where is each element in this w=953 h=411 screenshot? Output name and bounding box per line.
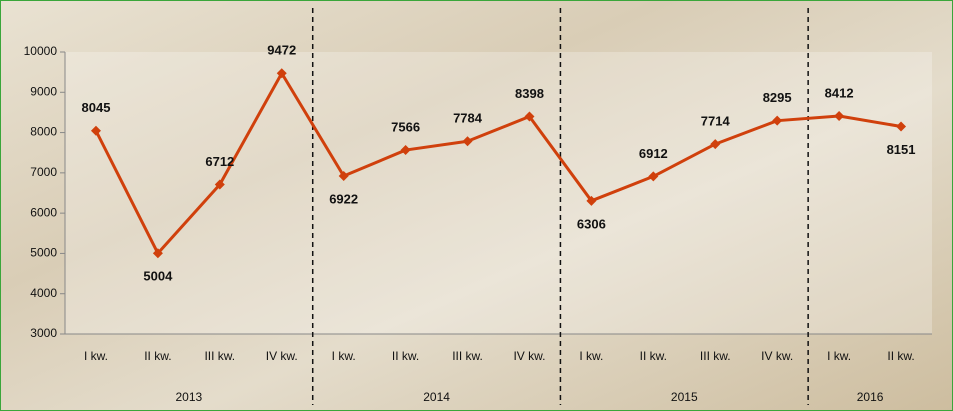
group-label: 2015 — [671, 390, 698, 404]
x-tick-label: IV kw. — [761, 349, 793, 363]
data-label: 9472 — [267, 43, 296, 58]
y-tick-label: 8000 — [30, 125, 57, 139]
x-tick-label: II kw. — [144, 349, 171, 363]
x-tick-label: I kw. — [332, 349, 356, 363]
y-tick-label: 4000 — [30, 286, 57, 300]
y-tick-label: 3000 — [30, 326, 57, 340]
data-label: 7784 — [453, 111, 483, 126]
data-label: 6922 — [329, 191, 358, 206]
plot-area — [65, 52, 932, 334]
x-tick-label: I kw. — [579, 349, 603, 363]
chart: 3000 4000 5000 6000 7000 8000 9000 10000 2013 201… — [0, 0, 953, 411]
x-tick-label: I kw. — [827, 349, 851, 363]
x-tick-label: II kw. — [640, 349, 667, 363]
x-tick-label: IV kw. — [266, 349, 298, 363]
data-label: 5004 — [143, 269, 173, 284]
data-label: 8398 — [515, 86, 544, 101]
data-label: 6306 — [577, 216, 606, 231]
data-label: 7714 — [701, 114, 731, 129]
data-label: 8151 — [887, 142, 916, 157]
x-tick-label: III kw. — [204, 349, 235, 363]
y-tick-label: 9000 — [30, 84, 57, 98]
group-label: 2014 — [423, 390, 450, 404]
x-tick-label: III kw. — [700, 349, 731, 363]
y-tick-label: 10000 — [24, 44, 58, 58]
data-label: 6912 — [639, 146, 668, 161]
group-label: 2016 — [857, 390, 884, 404]
x-tick-label: II kw. — [392, 349, 419, 363]
y-tick-label: 7000 — [30, 165, 57, 179]
data-label: 6712 — [205, 154, 234, 169]
x-tick-label: III kw. — [452, 349, 483, 363]
x-tick-label: I kw. — [84, 349, 108, 363]
data-label: 8295 — [763, 90, 792, 105]
y-tick-label: 6000 — [30, 205, 57, 219]
data-label: 8412 — [825, 85, 854, 100]
data-label: 7566 — [391, 119, 420, 134]
group-label: 2013 — [176, 390, 203, 404]
y-tick-label: 5000 — [30, 246, 57, 260]
data-label: 8045 — [82, 100, 111, 115]
x-tick-label: II kw. — [887, 349, 914, 363]
x-tick-label: IV kw. — [513, 349, 545, 363]
